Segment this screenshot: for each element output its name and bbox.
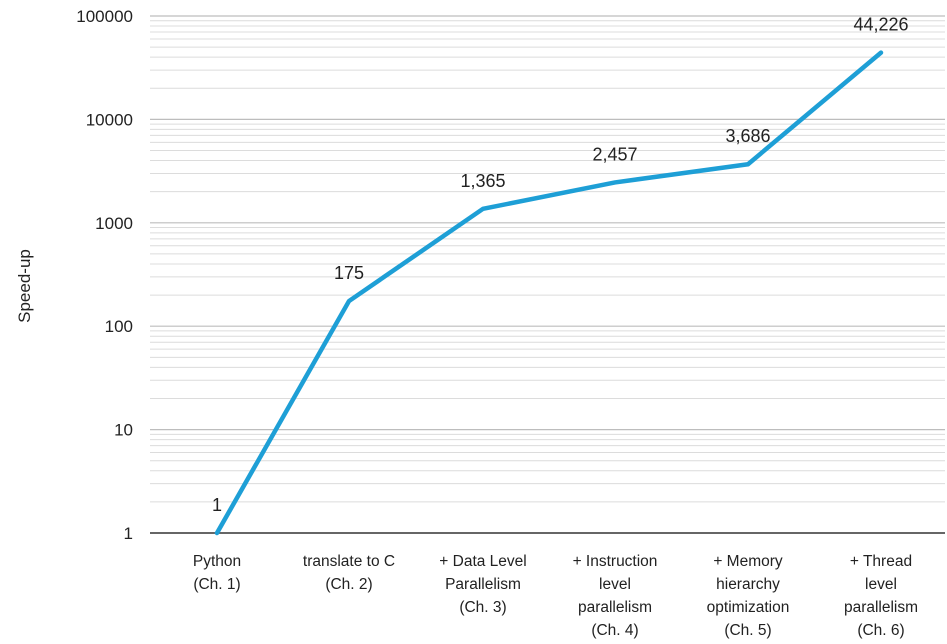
x-category-label: + Thread level parallelism (Ch. 6) <box>844 553 918 639</box>
x-category-label: + Memory hierarchy optimization (Ch. 5) <box>707 553 790 639</box>
y-tick-label: 100 <box>105 317 133 336</box>
x-category-label: + Data Level Parallelism (Ch. 3) <box>439 553 526 616</box>
grid-lines <box>150 15 945 503</box>
data-label: 3,686 <box>725 126 770 146</box>
x-category-label: + Instruction level parallelism (Ch. 4) <box>573 553 658 639</box>
data-label: 1,365 <box>460 171 505 191</box>
y-tick-label: 100000 <box>76 7 133 26</box>
y-tick-label: 1000 <box>95 214 133 233</box>
data-labels: 1 175 1,365 2,457 3,686 44,226 <box>212 15 909 515</box>
y-axis-title: Speed-up <box>15 249 34 323</box>
data-label: 44,226 <box>853 15 908 35</box>
y-tick-label: 1 <box>124 524 133 543</box>
data-label: 175 <box>334 263 364 283</box>
series-line <box>214 50 884 536</box>
y-tick-label: 10 <box>114 421 133 440</box>
y-axis-tick-labels: 1 10 100 1000 10000 100000 <box>76 7 133 543</box>
x-axis-category-labels: Python (Ch. 1) translate to C (Ch. 2) + Data… <box>193 553 918 639</box>
data-label: 2,457 <box>592 144 637 164</box>
series-line-group <box>214 50 884 536</box>
data-label: 1 <box>212 495 222 515</box>
y-tick-label: 10000 <box>86 110 133 129</box>
x-category-label: translate to C (Ch. 2) <box>303 553 395 593</box>
x-category-label: Python (Ch. 1) <box>193 553 241 593</box>
